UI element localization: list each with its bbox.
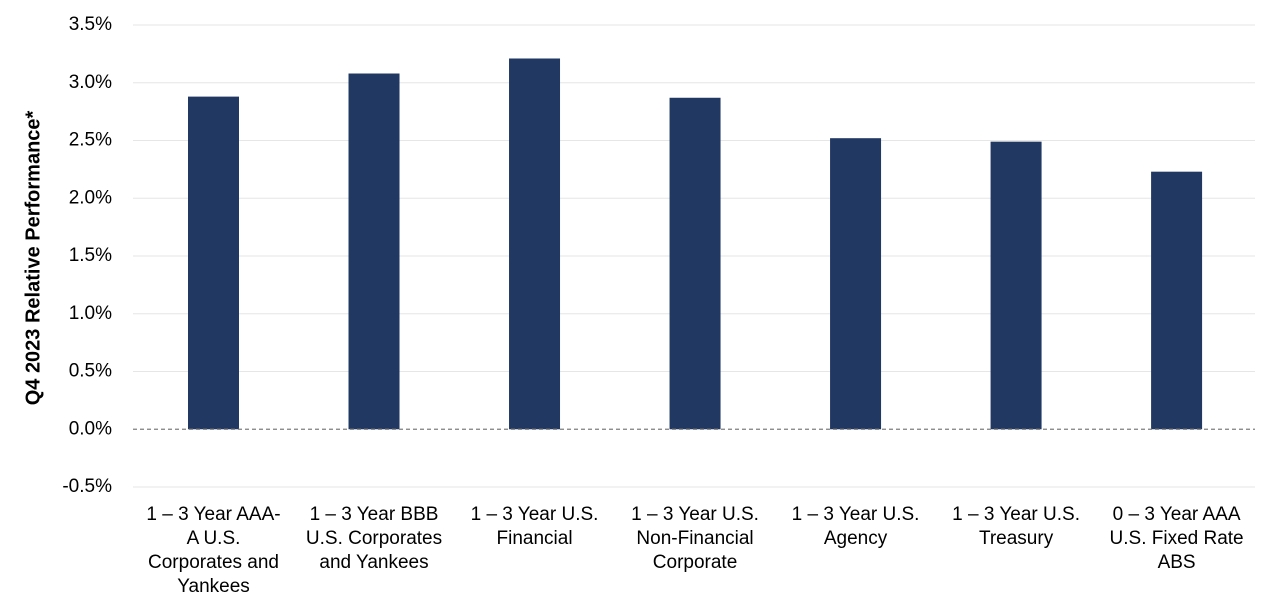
x-tick-label-line: 1 – 3 Year U.S. — [952, 504, 1080, 525]
bar-1 — [188, 96, 239, 430]
x-tick-label-line: and Yankees — [319, 552, 428, 573]
bars — [188, 58, 1203, 430]
x-axis-ticks: 1 – 3 Year AAA- A U.S. Corporates and Yanke… — [146, 504, 1243, 597]
x-tick-label-line: Agency — [824, 528, 888, 549]
x-tick-label-line: 1 – 3 Year AAA- — [146, 504, 280, 525]
y-tick-label: 3.5% — [69, 14, 112, 35]
x-tick-label: 1 – 3 Year AAA- A U.S. Corporates and Yanke… — [146, 504, 280, 597]
y-tick-label: 0.0% — [69, 418, 112, 439]
y-tick-label: 3.0% — [69, 72, 112, 93]
bar-3 — [509, 58, 561, 430]
x-tick-label: 0 – 3 Year AAA U.S. Fixed Rate ABS — [1110, 504, 1244, 573]
y-tick-label: 0.5% — [69, 361, 112, 382]
x-tick-label-line: 1 – 3 Year U.S. — [471, 504, 599, 525]
bar-5 — [830, 138, 882, 430]
x-tick-label: 1 – 3 Year U.S. Treasury — [952, 504, 1080, 549]
x-tick-label-line: U.S. Corporates — [306, 528, 442, 549]
x-tick-label-line: A U.S. — [187, 528, 241, 549]
bar-4 — [669, 97, 721, 430]
x-tick-label-line: Financial — [497, 528, 573, 549]
bar-7 — [1151, 171, 1203, 430]
y-tick-label: 1.0% — [69, 303, 112, 324]
x-tick-label-line: 0 – 3 Year AAA — [1113, 504, 1241, 525]
y-tick-label: 2.5% — [69, 130, 112, 151]
x-tick-label: 1 – 3 Year BBB U.S. Corporates and Yankees — [306, 504, 442, 573]
x-tick-label-line: U.S. Fixed Rate — [1110, 528, 1244, 549]
x-tick-label-line: Corporate — [653, 552, 738, 573]
y-axis-label: Q4 2023 Relative Performance* — [22, 110, 44, 405]
y-tick-label: 2.0% — [69, 187, 112, 208]
y-tick-label: -0.5% — [62, 476, 112, 497]
x-tick-label-line: 1 – 3 Year U.S. — [631, 504, 759, 525]
bar-6 — [990, 141, 1042, 430]
x-tick-label-line: ABS — [1158, 552, 1196, 573]
x-tick-label: 1 – 3 Year U.S. Non-Financial Corporate — [631, 504, 759, 573]
x-tick-label: 1 – 3 Year U.S. Agency — [792, 504, 920, 549]
x-tick-label-line: Non-Financial — [636, 528, 753, 549]
x-tick-label-line: Corporates and — [148, 552, 279, 573]
x-tick-label-line: 1 – 3 Year U.S. — [792, 504, 920, 525]
x-tick-label-line: Yankees — [177, 576, 250, 597]
x-tick-label: 1 – 3 Year U.S. Financial — [471, 504, 599, 549]
y-axis-ticks: -0.5% 0.0% 0.5% 1.0% 1.5% 2.0% 2.5% 3.0% 3.5% — [62, 14, 112, 497]
x-tick-label-line: Treasury — [979, 528, 1054, 549]
bar-2 — [348, 73, 400, 430]
y-tick-label: 1.5% — [69, 245, 112, 266]
x-tick-label-line: 1 – 3 Year BBB — [310, 504, 439, 525]
